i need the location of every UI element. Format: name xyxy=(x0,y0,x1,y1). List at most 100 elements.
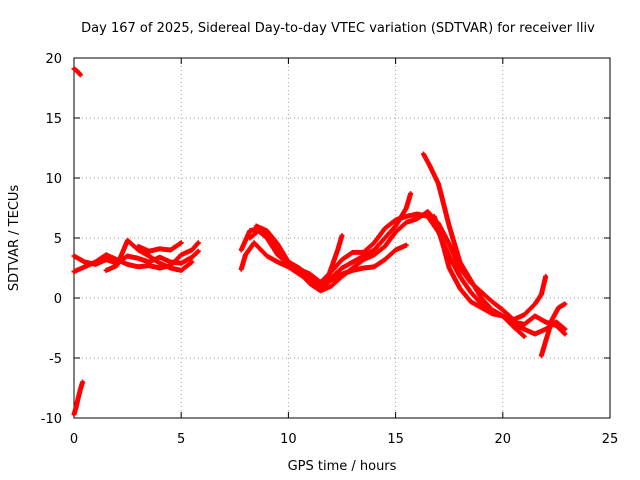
data-point xyxy=(394,224,398,228)
data-point xyxy=(126,262,130,266)
data-point xyxy=(501,308,505,312)
data-point xyxy=(404,220,408,224)
series-arc-13 xyxy=(538,301,568,359)
data-point xyxy=(276,242,280,246)
data-point xyxy=(501,314,505,318)
data-point xyxy=(458,286,462,290)
data-point xyxy=(361,250,365,254)
data-point xyxy=(74,405,78,409)
data-point xyxy=(83,260,87,264)
data-point xyxy=(383,236,387,240)
data-point xyxy=(383,258,387,262)
series-start-low xyxy=(71,379,86,417)
data-point xyxy=(436,182,440,186)
y-tick-label: -10 xyxy=(41,412,62,427)
series-start-high xyxy=(71,66,83,78)
data-point xyxy=(469,290,473,294)
data-point xyxy=(196,249,200,253)
data-point xyxy=(115,264,119,268)
data-point xyxy=(168,266,172,270)
data-point xyxy=(522,313,526,317)
data-point xyxy=(539,292,543,296)
x-tick-label: 25 xyxy=(602,432,619,447)
data-point xyxy=(539,354,543,358)
data-point xyxy=(190,248,194,252)
data-point xyxy=(351,250,355,254)
axis-ticks: 0 5 10 15 20 25 -10 -5 0 5 10 15 20 xyxy=(41,52,619,447)
data-point xyxy=(158,266,162,270)
data-point xyxy=(190,260,194,264)
data-point xyxy=(557,306,561,310)
data-point xyxy=(104,268,108,272)
x-tick-label: 0 xyxy=(70,432,78,447)
data-point xyxy=(447,224,451,228)
data-point xyxy=(415,217,419,221)
data-point xyxy=(394,248,398,252)
x-tick-label: 10 xyxy=(280,432,297,447)
data-point xyxy=(254,224,258,228)
x-tick-label: 20 xyxy=(495,432,512,447)
data-point xyxy=(104,253,108,257)
data-point xyxy=(126,254,130,258)
data-point xyxy=(239,267,243,271)
data-point xyxy=(286,260,290,264)
data-point xyxy=(544,339,548,343)
data-point xyxy=(179,241,183,245)
data-point xyxy=(404,206,408,210)
data-point xyxy=(351,260,355,264)
data-point xyxy=(340,234,344,238)
data-point xyxy=(351,266,355,270)
data-point xyxy=(340,258,344,262)
data-point xyxy=(533,332,537,336)
data-point xyxy=(81,380,85,384)
data-point xyxy=(469,300,473,304)
data-point xyxy=(158,247,162,251)
data-point xyxy=(512,318,516,322)
data-point xyxy=(276,260,280,264)
data-point xyxy=(428,164,432,168)
data-point xyxy=(383,244,387,248)
data-point xyxy=(447,266,451,270)
data-point xyxy=(554,324,558,328)
data-point xyxy=(158,261,162,265)
data-point xyxy=(340,266,344,270)
data-point xyxy=(83,265,87,269)
data-point xyxy=(244,253,248,257)
data-point xyxy=(265,254,269,258)
series-arc-9 xyxy=(324,233,345,283)
series-arc-4 xyxy=(135,240,184,254)
data-point xyxy=(239,248,243,252)
data-point xyxy=(522,322,526,326)
data-point xyxy=(490,312,494,316)
data-point xyxy=(72,412,76,416)
data-point xyxy=(179,261,183,265)
data-point xyxy=(361,266,365,270)
data-point xyxy=(336,248,340,252)
data-point xyxy=(421,152,425,156)
data-point xyxy=(372,253,376,257)
data-point xyxy=(383,226,387,230)
series-arc-10 xyxy=(420,151,527,332)
data-point xyxy=(319,289,323,293)
data-point xyxy=(136,256,140,260)
data-point xyxy=(394,218,398,222)
data-point xyxy=(325,278,329,282)
data-point xyxy=(563,327,567,331)
x-tick-label: 15 xyxy=(387,432,404,447)
data-point xyxy=(158,255,162,259)
data-point xyxy=(372,248,376,252)
data-point xyxy=(196,241,200,245)
data-point xyxy=(329,284,333,288)
data-point xyxy=(179,253,183,257)
data-point xyxy=(93,260,97,264)
data-point xyxy=(126,238,130,242)
data-point xyxy=(265,236,269,240)
data-point xyxy=(361,258,365,262)
data-point xyxy=(340,274,344,278)
data-point xyxy=(533,302,537,306)
data-point xyxy=(432,214,436,218)
data-point xyxy=(72,270,76,274)
data-point xyxy=(147,264,151,268)
data-point xyxy=(544,274,548,278)
